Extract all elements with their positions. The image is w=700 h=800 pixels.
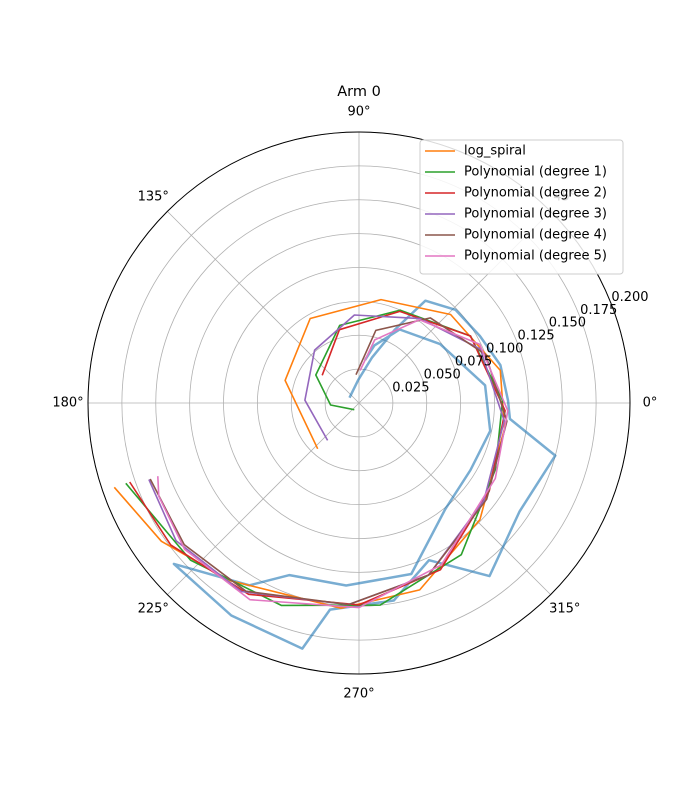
theta-tick-label: 225° <box>138 601 169 616</box>
theta-tick-label: 180° <box>52 396 83 411</box>
legend-label: Polynomial (degree 2) <box>464 186 607 201</box>
theta-tick-label: 270° <box>343 687 374 702</box>
legend: log_spiral Polynomial (degree 1) Polynomia… <box>419 139 624 275</box>
legend-label: Polynomial (degree 4) <box>464 228 607 243</box>
legend-box <box>419 139 624 275</box>
r-tick-label: 0.050 <box>424 368 461 383</box>
r-tick-label: 0.025 <box>392 381 429 396</box>
fit-line <box>149 317 508 606</box>
grid-spoke <box>167 402 360 595</box>
theta-tick-label: 135° <box>138 190 169 205</box>
legend-label: Polynomial (degree 3) <box>464 207 607 222</box>
r-tick-label: 0.100 <box>486 342 523 357</box>
data-trace <box>172 299 557 650</box>
theta-tick-label: 0° <box>643 396 658 411</box>
fit-line <box>148 314 505 606</box>
legend-label: log_spiral <box>464 144 526 159</box>
r-tick-label: 0.125 <box>517 329 554 344</box>
theta-tick-label: 90° <box>347 105 370 120</box>
theta-tick-label: 315° <box>549 601 580 616</box>
chart-title: Arm 0 <box>337 84 381 100</box>
r-tick-label: 0.175 <box>580 303 617 318</box>
legend-label: Polynomial (degree 5) <box>464 249 607 264</box>
polar-frame <box>87 131 631 675</box>
r-tick-label: 0.200 <box>611 290 648 305</box>
grid-spoke <box>358 402 551 595</box>
legend-label: Polynomial (degree 1) <box>464 165 607 180</box>
fit-line <box>157 318 509 609</box>
r-tick-label: 0.075 <box>455 355 492 370</box>
r-tick-label: 0.150 <box>549 316 586 331</box>
grid-spoke <box>167 211 360 404</box>
